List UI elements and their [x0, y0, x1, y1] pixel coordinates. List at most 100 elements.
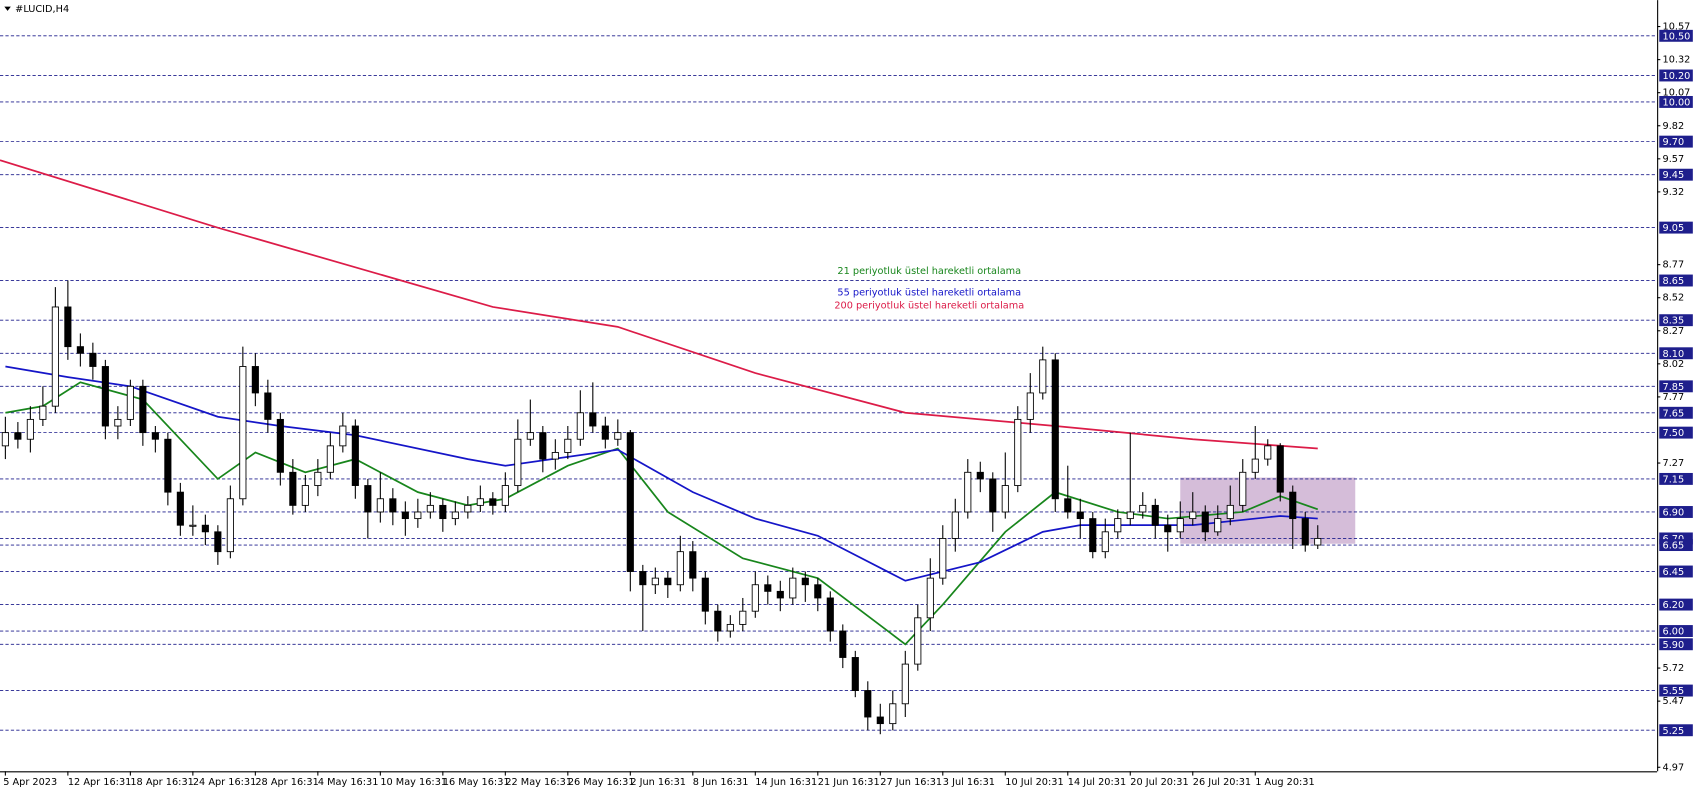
candle-body — [26, 418, 34, 440]
candle-body — [664, 577, 672, 586]
candle-body — [489, 498, 497, 506]
level-label: 7.85 — [1663, 382, 1685, 393]
x-tick-label: 27 Jun 16:31 — [880, 777, 942, 788]
moving-average-line — [0, 159, 1318, 450]
candle-body — [839, 630, 847, 658]
candle-body — [739, 610, 747, 625]
level-label-box — [1659, 221, 1693, 234]
candle-body — [564, 438, 572, 453]
candle-body — [1139, 504, 1147, 513]
candle-body — [201, 524, 209, 533]
candle-body — [1164, 524, 1172, 533]
candle-body — [339, 425, 347, 447]
y-tick-label: 10.57 — [1663, 22, 1691, 33]
candle-body — [714, 610, 722, 632]
level-label-box — [1659, 625, 1693, 637]
y-tick-label: 4.97 — [1663, 762, 1685, 773]
y-tick-label: 8.02 — [1663, 359, 1685, 370]
candle-body — [539, 432, 547, 460]
y-tick-label: 8.52 — [1663, 293, 1685, 304]
level-label: 6.65 — [1663, 541, 1685, 552]
x-tick-label: 18 Apr 16:31 — [130, 777, 193, 788]
candle-body — [526, 432, 534, 440]
candle-body — [551, 452, 559, 460]
level-label: 6.00 — [1663, 627, 1685, 638]
candle-body — [364, 485, 372, 513]
candle-body — [951, 511, 959, 539]
candle-body — [614, 432, 622, 440]
candle-body — [1064, 498, 1072, 513]
level-label: 10.50 — [1663, 31, 1691, 42]
level-label-box — [1659, 472, 1693, 485]
level-label-box — [1659, 168, 1693, 181]
candle-body — [1151, 504, 1159, 526]
candle-body — [626, 432, 634, 572]
candle-body — [276, 418, 284, 473]
candle-body — [314, 471, 322, 486]
candle-body — [926, 577, 934, 619]
level-label-box — [1659, 69, 1693, 82]
level-label: 10.20 — [1663, 71, 1691, 82]
candle-body — [426, 504, 434, 513]
level-label: 9.70 — [1663, 137, 1685, 148]
candle-body — [239, 366, 247, 500]
level-label: 8.10 — [1663, 349, 1685, 360]
level-label: 9.45 — [1663, 170, 1685, 181]
candle-body — [826, 597, 834, 632]
level-label: 5.55 — [1663, 686, 1685, 697]
candle-body — [876, 716, 884, 725]
x-tick-label: 28 Apr 16:31 — [255, 777, 318, 788]
x-tick-label: 22 May 16:31 — [505, 777, 572, 788]
x-tick-label: 12 Apr 16:31 — [68, 777, 131, 788]
candle-body — [464, 504, 472, 513]
y-tick-label: 10.32 — [1663, 55, 1691, 66]
candle-body — [1289, 491, 1297, 520]
candle-body — [151, 432, 159, 440]
level-label-box — [1659, 598, 1693, 611]
level-label-box — [1659, 506, 1693, 518]
candle-body — [126, 385, 134, 420]
y-tick-label: 10.07 — [1663, 88, 1691, 99]
candle-body — [801, 577, 809, 586]
candle-body — [1251, 458, 1259, 473]
candle-body — [601, 425, 609, 440]
candle-body — [1301, 518, 1309, 546]
x-tick-label: 1 Aug 20:31 — [1255, 777, 1314, 788]
x-tick-label: 8 Jun 16:31 — [693, 777, 749, 788]
candle-body — [501, 485, 509, 506]
level-label: 6.20 — [1663, 600, 1685, 611]
candle-body — [89, 352, 97, 367]
candle-body — [351, 425, 359, 486]
level-label-box — [1659, 565, 1693, 578]
level-label: 8.65 — [1663, 276, 1685, 287]
candle-body — [964, 471, 972, 513]
candle-body — [939, 538, 947, 579]
candle-body — [1076, 511, 1084, 520]
level-label: 5.25 — [1663, 726, 1685, 737]
level-label-box — [1659, 95, 1693, 108]
x-tick-label: 2 Jun 16:31 — [630, 777, 686, 788]
legend-label: 21 periyotluk üstel hareketli ortalama — [837, 266, 1021, 277]
level-label: 5.90 — [1663, 640, 1685, 651]
candle-body — [326, 445, 334, 473]
level-label: 7.50 — [1663, 428, 1685, 439]
level-label-box — [1659, 347, 1693, 360]
candle-body — [1276, 445, 1284, 493]
candle-body — [376, 498, 384, 513]
menu-triangle — [4, 6, 11, 11]
candle-body — [889, 703, 897, 725]
candle-body — [1226, 504, 1234, 520]
y-tick-label: 9.57 — [1663, 154, 1685, 165]
candle-body — [989, 478, 997, 513]
candle-body — [476, 498, 484, 506]
legend-label: 200 periyotluk üstel hareketli ortalama — [834, 301, 1024, 312]
y-tick-label: 5.72 — [1663, 663, 1685, 674]
candle-body — [451, 511, 459, 520]
candle-body — [176, 491, 184, 526]
level-label-box — [1659, 274, 1693, 287]
candle-body — [389, 498, 397, 513]
candle-body — [51, 306, 59, 407]
